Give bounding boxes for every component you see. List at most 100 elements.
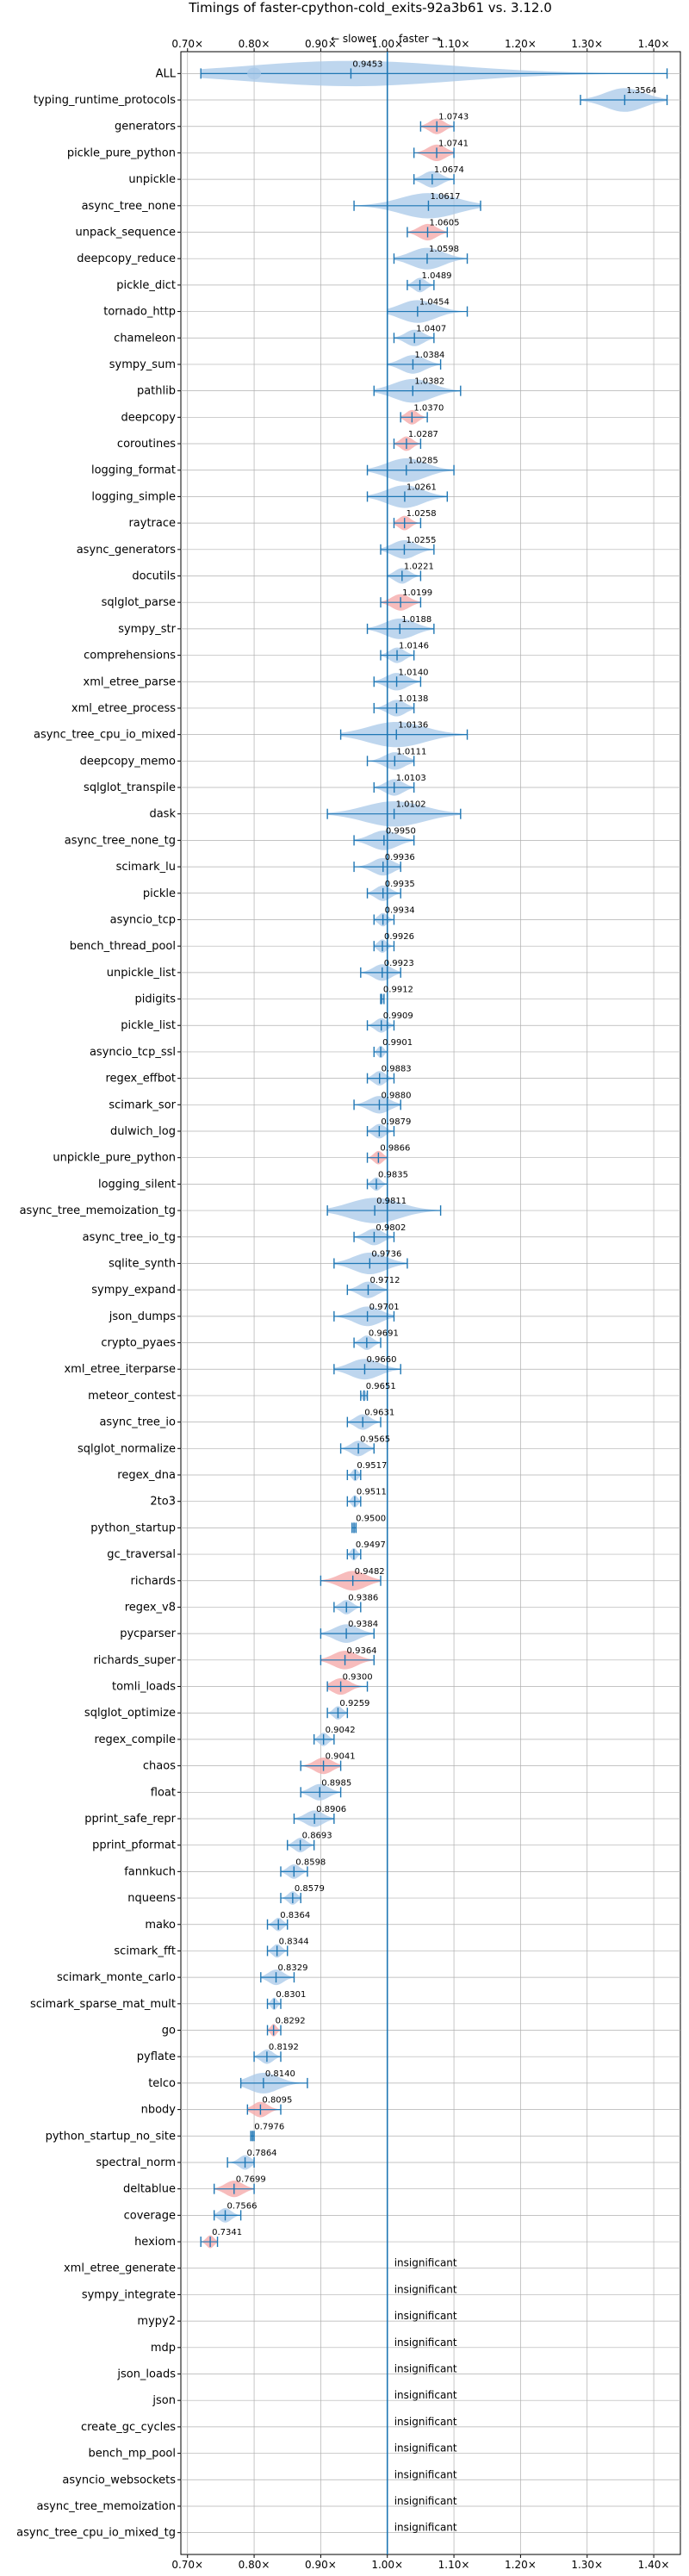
value-label: 0.9631	[364, 1409, 394, 1418]
value-label: 1.0258	[407, 509, 437, 519]
benchmark-label: async_tree_cpu_io_mixed	[34, 729, 176, 742]
benchmark-label: xml_etree_iterparse	[64, 1363, 176, 1376]
insignificant-label: insignificant	[394, 2522, 457, 2534]
benchmark-label: pidigits	[135, 993, 177, 1006]
benchmark-label: logging_silent	[98, 1178, 176, 1191]
value-label: 0.9364	[347, 1646, 377, 1656]
benchmark-label: fannkuch	[124, 1865, 176, 1878]
benchmark-label: sqlite_synth	[109, 1257, 176, 1270]
benchmark-label: nqueens	[127, 1892, 176, 1905]
value-label: 0.9811	[376, 1197, 407, 1206]
benchmark-label: comprehensions	[84, 650, 176, 663]
insignificant-label: insignificant	[394, 2257, 457, 2269]
benchmark-label: coverage	[124, 2209, 176, 2222]
insignificant-label: insignificant	[394, 2283, 457, 2295]
value-label: 0.7976	[254, 2122, 284, 2131]
benchmark-label: scimark_lu	[116, 861, 176, 874]
value-label: 1.0103	[396, 774, 426, 783]
x-tick-label: 1.40×	[638, 38, 670, 50]
benchmark-label: async_tree_memoization_tg	[20, 1204, 176, 1217]
value-label: 0.8579	[295, 1884, 325, 1894]
value-label: 1.0111	[396, 747, 426, 756]
benchmark-label: json	[152, 2394, 176, 2407]
x-tick-label: 0.90×	[305, 2559, 337, 2571]
x-tick-label: 1.40×	[638, 2559, 670, 2571]
value-label: 0.9909	[383, 1011, 413, 1021]
x-tick-label: 1.10×	[438, 38, 470, 50]
benchmark-label: pprint_pformat	[92, 1839, 176, 1852]
faster-label: faster →	[399, 33, 441, 45]
value-label: 1.0221	[404, 562, 434, 571]
insignificant-label: insignificant	[394, 2495, 457, 2507]
benchmark-label: sympy_expand	[91, 1284, 176, 1297]
benchmark-label: mako	[145, 1919, 176, 1932]
benchmark-label: pycparser	[120, 1627, 176, 1640]
benchmark-label: json_dumps	[109, 1310, 176, 1323]
value-label: 0.8598	[295, 1857, 326, 1867]
value-label: 0.9912	[383, 986, 413, 995]
value-label: 1.0384	[414, 351, 444, 360]
benchmark-label: regex_v8	[125, 1601, 176, 1614]
benchmark-label: richards	[131, 1575, 177, 1588]
value-label: 0.9041	[326, 1752, 356, 1762]
value-label: 0.9500	[356, 1514, 386, 1523]
benchmark-label: json_loads	[116, 2368, 176, 2381]
benchmark-label: unpickle_list	[107, 967, 176, 980]
benchmark-label: richards_super	[93, 1654, 176, 1667]
benchmark-label: telco	[148, 2077, 176, 2090]
benchmark-label: mdp	[151, 2342, 176, 2355]
value-label: 0.9802	[376, 1223, 406, 1233]
x-tick-label: 0.70×	[171, 2559, 203, 2571]
value-label: 1.0743	[438, 113, 469, 122]
benchmark-label: typing_runtime_protocols	[34, 94, 176, 107]
benchmark-label: async_tree_none	[82, 200, 176, 213]
benchmark-label: async_tree_memoization	[36, 2500, 176, 2513]
value-label: 1.0285	[408, 457, 438, 466]
benchmark-label: sqlglot_transpile	[84, 781, 176, 794]
value-label: 1.0136	[398, 721, 428, 731]
value-label: 1.0617	[430, 192, 460, 202]
benchmark-label: async_generators	[77, 544, 177, 557]
value-labels: 0.9453 1.3564 1.0743 1.0741 1.0674 1.0617 1.06…	[212, 59, 656, 2533]
benchmark-label: xml_etree_process	[71, 702, 176, 715]
value-label: 1.0287	[408, 430, 438, 439]
value-label: 1.0741	[438, 139, 469, 148]
benchmark-label: sqlglot_parse	[102, 596, 176, 609]
value-label: 0.9701	[369, 1303, 400, 1312]
benchmark-label: meteor_contest	[88, 1390, 176, 1403]
benchmark-label: asyncio_websockets	[62, 2473, 176, 2486]
value-label: 1.0454	[419, 298, 450, 308]
benchmark-label: regex_compile	[94, 1733, 176, 1746]
value-label: 0.9386	[348, 1593, 378, 1602]
value-label: 1.0489	[422, 271, 452, 281]
value-label: 0.7566	[227, 2201, 258, 2211]
value-label: 0.8693	[302, 1832, 332, 1841]
benchmark-label: chameleon	[114, 332, 176, 345]
benchmark-label: python_startup	[90, 1521, 176, 1534]
benchmark-label: docutils	[132, 569, 176, 582]
x-tick-label: 1.30×	[571, 38, 603, 50]
benchmark-label: pprint_safe_repr	[84, 1813, 176, 1826]
benchmark-label: deltablue	[123, 2183, 176, 2196]
benchmark-label: logging_format	[91, 464, 176, 477]
x-tick-label: 1.30×	[571, 2559, 603, 2571]
benchmark-label: coroutines	[117, 438, 176, 451]
benchmark-label: logging_simple	[91, 490, 176, 503]
value-label: 0.9866	[380, 1144, 410, 1154]
plot-frame	[180, 51, 681, 2555]
x-tick-label: 1.20×	[505, 38, 537, 50]
value-label: 1.0370	[413, 403, 444, 413]
value-label: 0.8095	[262, 2096, 292, 2106]
benchmark-label: mypy2	[137, 2315, 176, 2328]
value-label: 1.0382	[414, 377, 444, 387]
benchmark-label: sympy_str	[118, 623, 176, 636]
insignificant-label: insignificant	[394, 2389, 457, 2401]
value-label: 0.9736	[371, 1249, 401, 1259]
value-label: 0.9936	[385, 853, 415, 862]
value-label: 0.9934	[385, 905, 415, 915]
insignificant-label: insignificant	[394, 2336, 457, 2349]
x-tick-label: 1.10×	[438, 2559, 470, 2571]
value-label: 1.0407	[416, 324, 446, 333]
benchmark-label: xml_etree_generate	[64, 2262, 176, 2275]
